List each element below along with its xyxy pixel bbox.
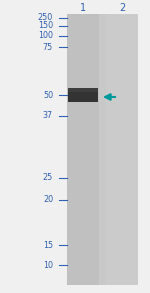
Text: 50: 50 (43, 91, 53, 100)
Text: 15: 15 (43, 241, 53, 250)
Text: 37: 37 (43, 112, 53, 120)
Bar (106, 14, 138, 285)
Bar (67, 14, 99, 285)
Text: 2: 2 (119, 3, 125, 13)
Text: 75: 75 (43, 42, 53, 52)
Text: 10: 10 (43, 260, 53, 270)
Text: 250: 250 (38, 13, 53, 23)
Text: 100: 100 (38, 32, 53, 40)
Text: 150: 150 (38, 21, 53, 30)
Bar (68, 88, 98, 102)
Text: 20: 20 (43, 195, 53, 205)
Bar (67, 14, 138, 285)
Text: 1: 1 (80, 3, 86, 13)
Bar (68, 88, 98, 91)
Text: 25: 25 (43, 173, 53, 183)
